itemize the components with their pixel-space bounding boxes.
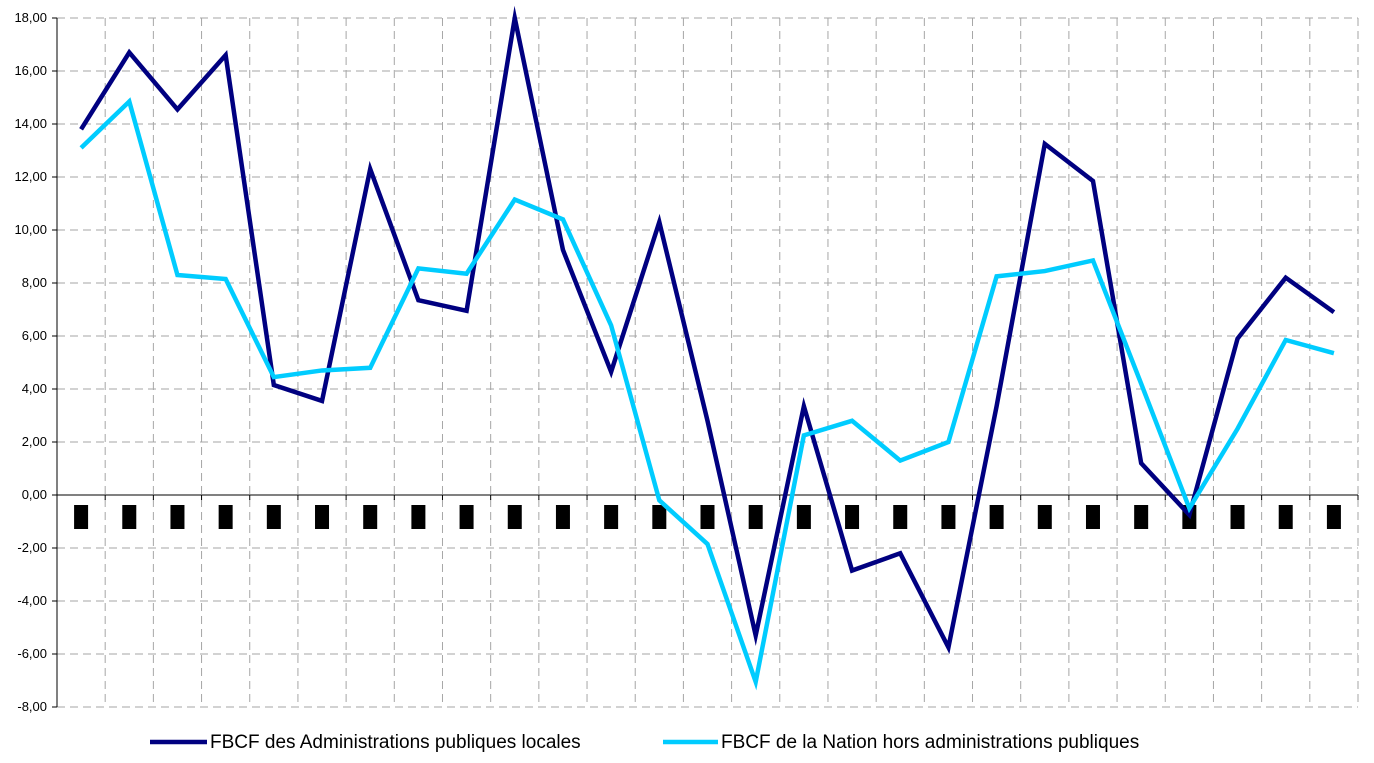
legend-label-2: FBCF de la Nation hors administrations p… <box>721 732 1139 753</box>
x-tick-label-block <box>74 505 89 529</box>
x-tick-label-block <box>459 505 474 529</box>
x-tick-label-block <box>893 505 908 529</box>
y-tick-label: 14,00 <box>14 116 47 131</box>
x-tick-label-block <box>555 505 570 529</box>
y-tick-label: -8,00 <box>17 699 47 714</box>
x-tick-label-block <box>411 505 426 529</box>
y-tick-label: 12,00 <box>14 169 47 184</box>
series-line-1 <box>79 5 1336 655</box>
y-tick-label: 18,00 <box>14 10 47 25</box>
x-tick-label-block <box>315 505 330 529</box>
y-tick-label: 2,00 <box>22 434 47 449</box>
series-lines <box>79 5 1336 691</box>
x-tick-label-block <box>845 505 860 529</box>
y-tick-label: 16,00 <box>14 63 47 78</box>
x-tick-label-block <box>700 505 715 529</box>
y-tick-label: 6,00 <box>22 328 47 343</box>
x-tick-label-block <box>941 505 956 529</box>
x-tick-label-block <box>1278 505 1293 529</box>
x-axis-tick-labels <box>74 505 1341 529</box>
x-tick-label-block <box>1230 505 1245 529</box>
y-tick-label: 10,00 <box>14 222 47 237</box>
x-tick-label-block <box>266 505 281 529</box>
x-tick-label-block <box>507 505 522 529</box>
y-tick-label: -2,00 <box>17 540 47 555</box>
x-tick-label-block <box>748 505 763 529</box>
legend: FBCF des Administrations publiques local… <box>150 732 1139 753</box>
gridlines <box>57 17 1359 708</box>
y-tick-label: 4,00 <box>22 381 47 396</box>
x-tick-label-block <box>796 505 811 529</box>
y-axis-tick-labels: 18,00 16,00 14,00 12,00 10,00 8,00 6,00 4,00 2,0… <box>14 10 47 714</box>
series-line-2 <box>79 97 1335 691</box>
y-tick-label: -4,00 <box>17 593 47 608</box>
axes <box>52 17 1359 708</box>
x-tick-label-block <box>604 505 619 529</box>
x-tick-label-block <box>170 505 185 529</box>
x-tick-label-block <box>1085 505 1100 529</box>
x-tick-label-block <box>122 505 137 529</box>
y-tick-label: -6,00 <box>17 646 47 661</box>
x-tick-label-block <box>1134 505 1149 529</box>
x-tick-label-block <box>1326 505 1341 529</box>
y-tick-label: 0,00 <box>22 487 47 502</box>
x-tick-label-block <box>218 505 233 529</box>
legend-label-1: FBCF des Administrations publiques local… <box>210 732 581 753</box>
x-tick-label-block <box>363 505 378 529</box>
x-tick-label-block <box>1037 505 1052 529</box>
x-tick-label-block <box>989 505 1004 529</box>
x-tick-label-block <box>652 505 667 529</box>
y-tick-label: 8,00 <box>22 275 47 290</box>
